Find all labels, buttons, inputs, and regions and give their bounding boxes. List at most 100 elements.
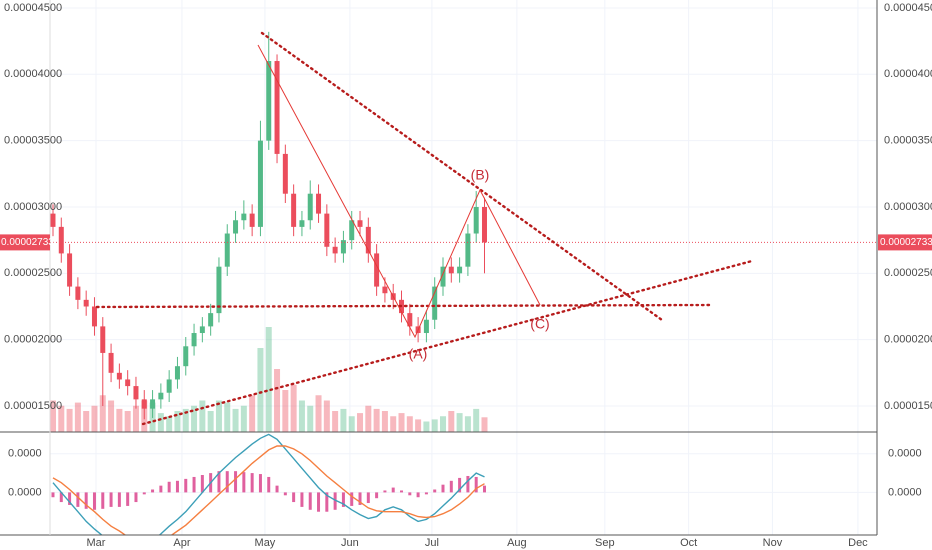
volume-bar bbox=[290, 384, 297, 432]
volume-bar bbox=[415, 419, 422, 432]
volume-bar bbox=[83, 411, 90, 432]
candle-body bbox=[465, 233, 471, 267]
candle-body bbox=[440, 266, 446, 287]
macd-histogram-bar bbox=[300, 492, 304, 507]
volume-bar bbox=[440, 416, 447, 432]
macd-histogram-bar bbox=[333, 492, 337, 510]
macd-histogram-bar bbox=[424, 492, 428, 495]
macd-histogram-bar bbox=[474, 476, 478, 493]
volume-bar bbox=[74, 402, 81, 432]
macd-histogram-bar bbox=[167, 481, 171, 493]
grid bbox=[50, 0, 877, 535]
candle-body bbox=[199, 326, 205, 334]
macd-histogram-bar bbox=[308, 492, 312, 510]
volume-bar bbox=[157, 413, 164, 432]
macd-histogram-bar bbox=[175, 480, 179, 493]
candle-body bbox=[448, 266, 454, 274]
y-tick-label: 0.0000 bbox=[888, 448, 922, 460]
trend-line bbox=[95, 303, 712, 309]
macd-histogram-bar bbox=[383, 490, 387, 493]
macd-histogram-bar bbox=[159, 485, 163, 493]
candle-body bbox=[100, 326, 106, 353]
macd-histogram-bar bbox=[375, 492, 379, 499]
candle-body bbox=[208, 313, 214, 327]
volume-bar bbox=[398, 413, 405, 432]
candle-body bbox=[216, 266, 222, 314]
macd-histogram-bar bbox=[433, 489, 437, 493]
macd-histogram-bar bbox=[117, 492, 121, 507]
x-tick-label: Apr bbox=[173, 537, 190, 549]
volume-bar bbox=[406, 416, 413, 432]
candle-body bbox=[291, 193, 297, 227]
volume-bar bbox=[232, 408, 239, 432]
x-tick-label: Dec bbox=[848, 537, 868, 549]
x-tick-label: Aug bbox=[507, 537, 527, 549]
volume-bar bbox=[265, 327, 272, 432]
x-tick-label: Jun bbox=[341, 537, 359, 549]
candle-body bbox=[274, 61, 280, 154]
y-tick-label: 0.00001500 bbox=[4, 400, 62, 412]
macd-histogram-bar bbox=[341, 492, 345, 507]
macd-histogram-bar bbox=[84, 492, 88, 509]
candle-body bbox=[67, 253, 73, 287]
y-tick-label: 0.00003000 bbox=[884, 201, 932, 213]
volume-bar bbox=[174, 411, 181, 432]
volume-bar bbox=[182, 408, 189, 432]
macd-histogram-bar bbox=[92, 492, 96, 510]
macd-histogram-bar bbox=[68, 492, 72, 505]
y-tick-label: 0.00004000 bbox=[884, 68, 932, 80]
macd-histogram-bar bbox=[59, 492, 63, 503]
candle-body bbox=[58, 226, 64, 254]
last-price-badge bbox=[0, 234, 50, 251]
macd-line bbox=[52, 433, 485, 535]
macd-histogram-bar bbox=[408, 492, 412, 496]
candle-body bbox=[349, 220, 355, 241]
candle-body bbox=[423, 319, 429, 334]
x-tick-label: Jul bbox=[425, 537, 439, 549]
candle-body bbox=[340, 240, 346, 254]
candle-body bbox=[116, 372, 122, 380]
wave-line bbox=[257, 44, 541, 339]
y-tick-label: 0.0000 bbox=[8, 448, 42, 460]
candle-body bbox=[83, 299, 89, 307]
candle-body bbox=[316, 193, 322, 214]
volume-bar bbox=[298, 400, 305, 432]
macd-histogram-bar bbox=[350, 492, 354, 506]
candle-body bbox=[158, 392, 164, 400]
volume-bar bbox=[373, 408, 380, 432]
volume-bar bbox=[390, 416, 397, 432]
trend-line bbox=[260, 31, 664, 322]
candle-body bbox=[382, 286, 388, 294]
macd-histogram-bar bbox=[283, 492, 287, 496]
macd-histogram-bar bbox=[242, 472, 246, 493]
macd-histogram-bar bbox=[250, 473, 254, 493]
volume-bar bbox=[124, 411, 131, 432]
candle-body bbox=[332, 246, 338, 254]
candle-body bbox=[183, 346, 189, 367]
candle-body bbox=[75, 286, 81, 300]
candle-body bbox=[407, 313, 413, 327]
volume-bar bbox=[240, 405, 247, 432]
macd-histogram-bar bbox=[76, 492, 80, 507]
y-tick-label: 0.00003500 bbox=[884, 135, 932, 147]
macd-histogram-bar bbox=[325, 492, 329, 512]
macd-histogram-bar bbox=[134, 492, 138, 503]
x-tick-label: Mar bbox=[86, 537, 105, 549]
last-price-label: 0.00002733 bbox=[880, 237, 932, 248]
macd-histogram-bar bbox=[458, 477, 462, 493]
candle-body bbox=[374, 253, 380, 287]
candle-body bbox=[365, 226, 371, 254]
wave-label: (A) bbox=[409, 346, 428, 362]
y-tick-label: 0.00002500 bbox=[884, 267, 932, 279]
macd-histogram-bar bbox=[317, 492, 321, 512]
candle-body bbox=[357, 220, 363, 227]
volume-bar bbox=[448, 411, 455, 432]
macd-histogram-bar bbox=[217, 471, 221, 493]
macd-histogram-bar bbox=[126, 492, 130, 506]
price-layer bbox=[50, 31, 877, 420]
volume-bar bbox=[215, 400, 222, 432]
candle-body bbox=[125, 379, 131, 387]
